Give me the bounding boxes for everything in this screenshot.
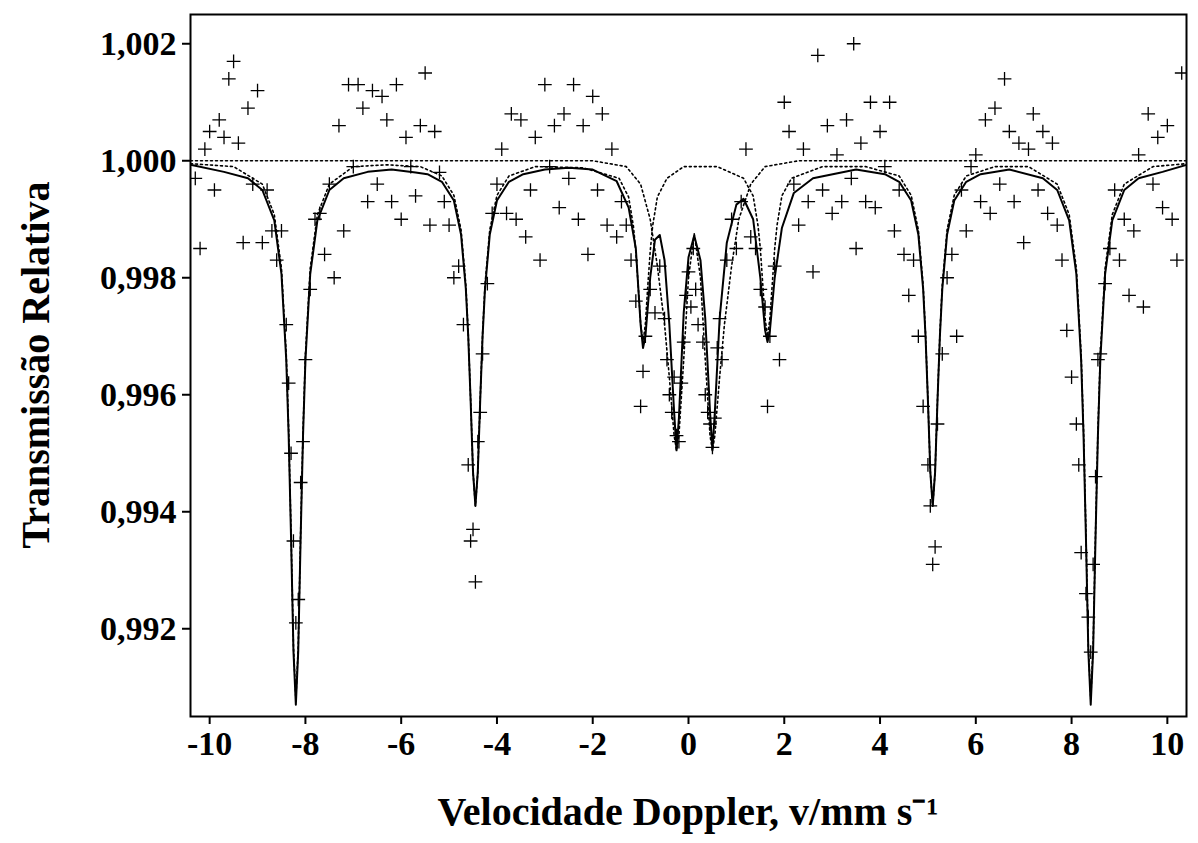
svg-text:Transmissão Relativa: Transmissão Relativa: [13, 181, 58, 548]
svg-text:1,000: 1,000: [100, 142, 177, 179]
svg-text:6: 6: [967, 725, 984, 762]
svg-text:0,998: 0,998: [100, 259, 177, 296]
svg-text:-8: -8: [291, 725, 319, 762]
svg-text:8: 8: [1063, 725, 1080, 762]
svg-text:1,002: 1,002: [100, 25, 177, 62]
svg-text:0,994: 0,994: [100, 493, 177, 530]
svg-text:10: 10: [1150, 725, 1184, 762]
svg-text:0,992: 0,992: [100, 610, 177, 647]
svg-text:-2: -2: [579, 725, 607, 762]
svg-text:2: 2: [776, 725, 793, 762]
svg-text:4: 4: [872, 725, 889, 762]
svg-text:-10: -10: [187, 725, 232, 762]
svg-text:-6: -6: [387, 725, 415, 762]
svg-text:Velocidade Doppler, v/mm s⁻¹: Velocidade Doppler, v/mm s⁻¹: [438, 789, 939, 834]
svg-text:-4: -4: [483, 725, 511, 762]
svg-text:0,996: 0,996: [100, 376, 177, 413]
svg-text:0: 0: [680, 725, 697, 762]
